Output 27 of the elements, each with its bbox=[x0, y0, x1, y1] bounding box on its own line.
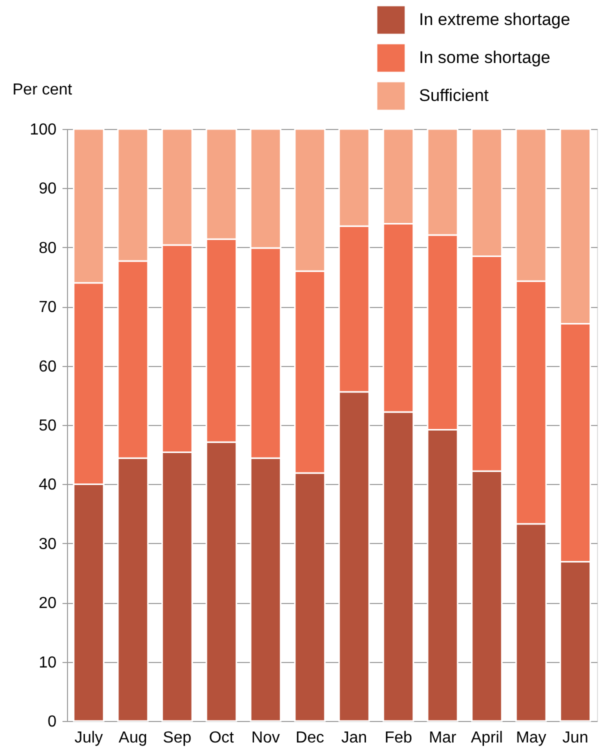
x-tick-label: April bbox=[470, 730, 503, 746]
y-tick-label: 20 bbox=[38, 595, 57, 612]
x-tick-label: Mar bbox=[428, 730, 458, 746]
legend-label: In extreme shortage bbox=[419, 10, 570, 29]
y-tick-label: 0 bbox=[48, 714, 57, 730]
legend-label: In some shortage bbox=[419, 48, 550, 67]
y-tick-label: 80 bbox=[38, 240, 57, 257]
x-tick-label: Aug bbox=[118, 730, 148, 746]
y-tick-label: 90 bbox=[38, 180, 57, 198]
y-tick-label: 50 bbox=[38, 418, 57, 434]
x-tick-label: Jan bbox=[341, 730, 368, 746]
y-tick-label: 100 bbox=[30, 122, 57, 138]
x-tick-label: Oct bbox=[208, 730, 234, 746]
x-tick-label: July bbox=[74, 730, 103, 746]
x-tick-label: Feb bbox=[384, 730, 412, 746]
x-tick-label: Dec bbox=[296, 730, 324, 746]
legend-label: Sufficient bbox=[419, 86, 489, 105]
y-axis-title: Per cent bbox=[12, 82, 73, 98]
x-tick-label: Nov bbox=[251, 730, 280, 746]
y-tick-label: 10 bbox=[38, 654, 57, 672]
x-tick-label: May bbox=[516, 730, 546, 746]
y-tick-label: 60 bbox=[38, 358, 57, 376]
x-tick-label: Jun bbox=[562, 730, 588, 746]
y-tick-label: 40 bbox=[38, 476, 57, 494]
x-tick-label: Sep bbox=[162, 730, 192, 746]
y-tick-label: 30 bbox=[38, 536, 57, 553]
y-tick-label: 70 bbox=[38, 299, 57, 316]
